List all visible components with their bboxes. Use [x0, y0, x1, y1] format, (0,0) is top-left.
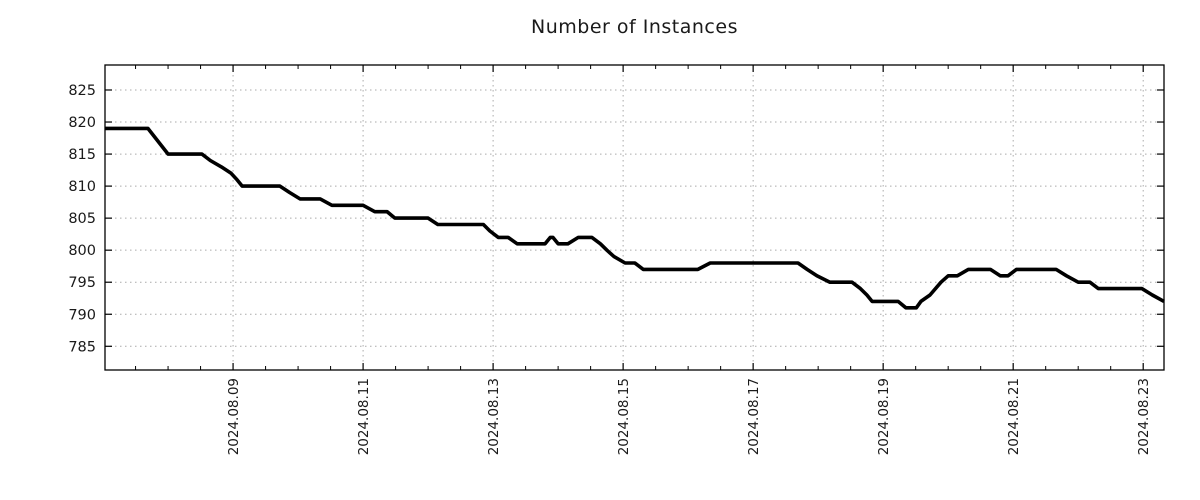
y-tick-label: 795 — [68, 275, 96, 291]
y-tick-label: 825 — [68, 83, 96, 99]
x-tick-label: 2024.08.23 — [1136, 378, 1152, 455]
x-tick-label: 2024.08.11 — [356, 378, 372, 455]
y-tick-label: 805 — [68, 211, 96, 227]
y-tick-label: 785 — [68, 339, 96, 355]
x-tick-label: 2024.08.13 — [486, 378, 502, 455]
axis-frame — [104, 64, 1165, 371]
x-tick-label: 2024.08.17 — [746, 378, 762, 455]
x-tick-label: 2024.08.21 — [1006, 378, 1022, 455]
data-series-line — [105, 126, 1165, 310]
y-tick-label: 790 — [68, 307, 96, 323]
y-tick-label: 820 — [68, 115, 96, 131]
chart-title: Number of Instances — [531, 16, 738, 38]
x-tick-label: 2024.08.15 — [616, 378, 632, 455]
x-tick-label: 2024.08.19 — [876, 378, 892, 455]
x-tick-label: 2024.08.09 — [226, 378, 242, 455]
y-tick-label: 815 — [68, 147, 96, 163]
y-tick-label: 810 — [68, 179, 96, 195]
y-tick-label: 800 — [68, 243, 96, 259]
